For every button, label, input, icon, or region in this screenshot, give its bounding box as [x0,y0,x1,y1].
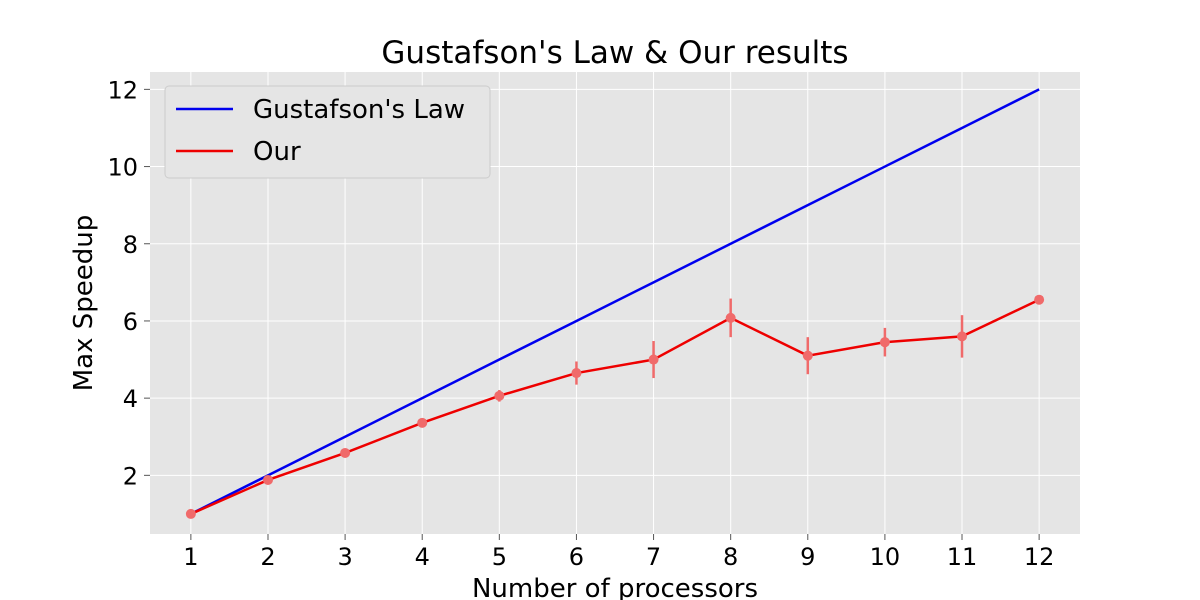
data-point-our [185,508,196,519]
x-tick-label: 5 [492,543,507,571]
y-tick-label: 8 [123,231,138,259]
data-point-our [262,474,273,485]
x-tick-label: 6 [569,543,584,571]
x-tick-label: 1 [183,543,198,571]
data-point-our [725,312,736,323]
y-tick-label: 2 [123,462,138,490]
legend-label-gustafson: Gustafson's Law [253,95,465,125]
data-point-our [1034,294,1045,305]
chart-title: Gustafson's Law & Our results [381,35,848,71]
series-layer [185,88,1045,519]
x-axis-label: Number of processors [472,574,758,600]
series-line-our [190,298,1040,516]
x-tick-label: 4 [415,543,430,571]
data-point-our [802,350,813,361]
data-point-our [417,417,428,428]
x-tick-label: 7 [646,543,661,571]
data-point-our [879,337,890,348]
data-point-our [648,354,659,365]
y-tick-label: 4 [123,385,138,413]
x-tick-label: 11 [947,543,978,571]
legend: Gustafson's Law Our [164,85,491,179]
y-tick-label: 10 [107,154,138,182]
x-tick-label: 2 [260,543,275,571]
x-tick-label: 12 [1024,543,1055,571]
legend-label-our: Our [253,137,301,167]
x-axis-ticks: 1 2 3 4 5 6 7 8 9 10 11 12 [183,534,1054,571]
y-tick-label: 6 [123,308,138,336]
x-tick-label: 9 [800,543,815,571]
data-point-our [957,331,968,342]
data-point-our [571,368,582,379]
x-tick-label: 3 [337,543,352,571]
series-line-gustafson [190,88,1040,516]
x-tick-label: 10 [870,543,901,571]
y-axis-label: Max Speedup [69,215,99,392]
x-tick-label: 8 [723,543,738,571]
legend-box [164,85,491,179]
data-point-our [340,447,351,458]
y-tick-label: 12 [107,76,138,104]
data-point-our [494,390,505,401]
y-axis-ticks: 2 4 6 8 10 12 [107,76,150,490]
